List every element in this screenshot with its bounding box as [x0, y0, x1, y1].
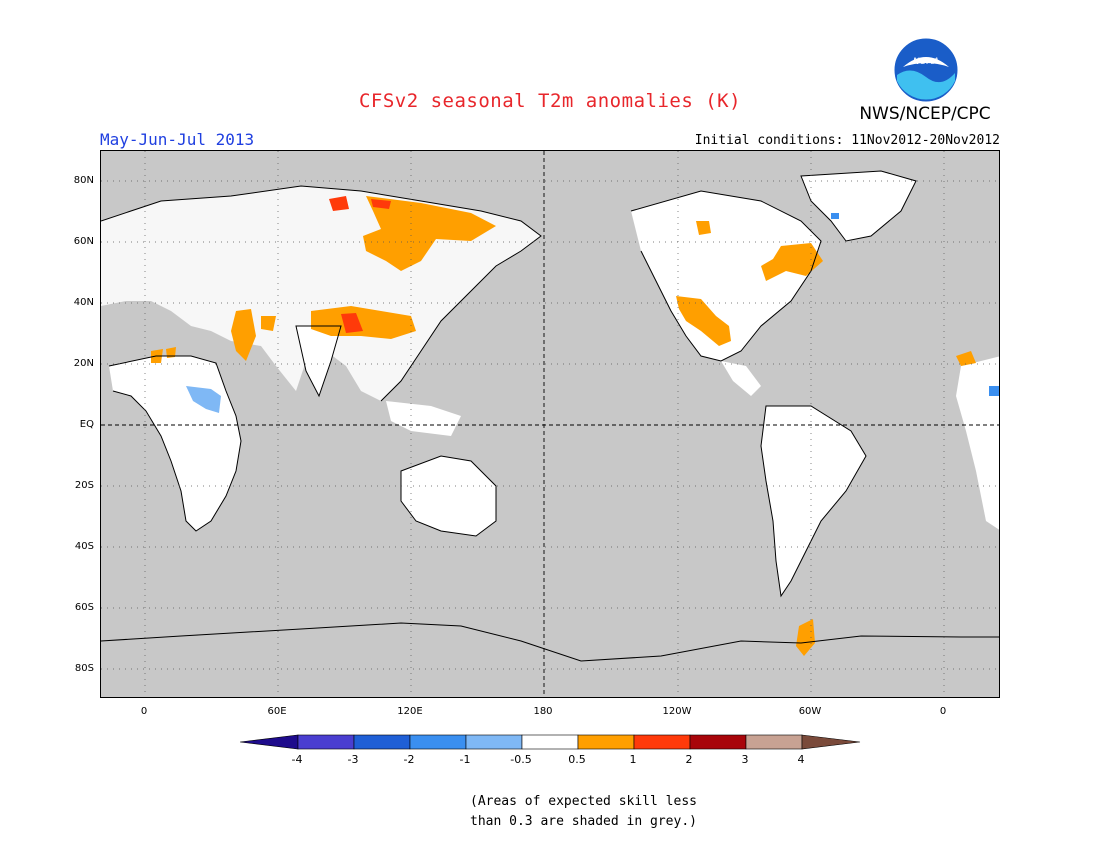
- anomaly-western-us: [676, 296, 731, 346]
- land-north-america: [631, 191, 821, 361]
- colorbar-segment: [353, 734, 411, 750]
- lon-label: 0: [939, 706, 947, 717]
- map-grid: [101, 151, 999, 697]
- colorbar-tick-label: -0.5: [510, 753, 532, 766]
- anomaly-west-africa-right: [956, 351, 976, 366]
- colorbar-tick-label: -3: [347, 753, 359, 766]
- anomaly-sahel-2: [166, 347, 176, 358]
- anomaly-central-asia: [311, 306, 416, 339]
- lon-label: 60E: [267, 706, 287, 717]
- colorbar-tick-label: 1: [629, 753, 637, 766]
- anomaly-middle-east: [231, 309, 256, 361]
- anomaly-taymyr-2: [371, 199, 391, 209]
- land-se-asia: [386, 401, 461, 436]
- colorbar-tick-label: -2: [403, 753, 415, 766]
- noaa-logo-text: NOAA: [913, 57, 939, 67]
- anomaly-antarctic-peninsula: [796, 619, 815, 656]
- anomaly-central-africa: [186, 386, 221, 413]
- initial-conditions: Initial conditions: 11Nov2012-20Nov2012: [694, 133, 1000, 148]
- lat-label: 60N: [73, 236, 94, 247]
- colorbar-segment: [521, 734, 579, 750]
- land-central-america: [721, 361, 761, 396]
- land-south-america: [761, 406, 866, 596]
- colorbar-tick-label: -1: [459, 753, 471, 766]
- skill-note-line: than 0.3 are shaded in grey.): [470, 814, 697, 829]
- anomaly-eastern-canada: [761, 243, 823, 281]
- land-india: [296, 326, 341, 396]
- anomaly-alaska: [696, 221, 711, 235]
- forecast-period: May-Jun-Jul 2013: [100, 130, 255, 149]
- colorbar-arrow-high: [801, 734, 861, 750]
- anomaly-tibet-core: [341, 313, 363, 333]
- lat-label: EQ: [79, 419, 94, 430]
- coastlines: [101, 170, 999, 662]
- lat-label: 40N: [73, 297, 94, 308]
- colorbar-segment: [745, 734, 803, 750]
- agency-label: NWS/NCEP/CPC: [859, 104, 991, 124]
- lat-label: 60S: [74, 602, 94, 613]
- skill-note: (Areas of expected skill less than 0.3 a…: [470, 792, 730, 832]
- anomaly-greenland: [831, 213, 839, 219]
- colorbar-segment: [465, 734, 523, 750]
- colorbar-segment: [297, 734, 355, 750]
- lat-label: 20N: [73, 358, 94, 369]
- anomaly-siberia: [363, 196, 496, 271]
- land-australia: [401, 456, 496, 536]
- anomaly-map: [100, 150, 1000, 698]
- land-white-areas: [101, 171, 999, 596]
- lon-label: 0: [140, 706, 148, 717]
- skill-note-line: (Areas of expected skill less: [470, 794, 697, 809]
- reference-lines: [101, 151, 999, 697]
- colorbar-segment: [577, 734, 635, 750]
- colorbar-tick-label: -4: [291, 753, 303, 766]
- map-canvas: [101, 151, 999, 697]
- lat-label: 20S: [74, 480, 94, 491]
- lon-label: 120E: [397, 706, 423, 717]
- colorbar-segment: [409, 734, 467, 750]
- land-greenland: [801, 171, 916, 241]
- colorbar: [240, 734, 861, 750]
- colorbar-tick-label: 4: [797, 753, 805, 766]
- anomaly-taymyr: [329, 196, 349, 211]
- colorbar-tick-label: 3: [741, 753, 749, 766]
- anomaly-east-africa-right: [989, 386, 999, 396]
- lon-label: 120W: [662, 706, 692, 717]
- chart-title: CFSv2 seasonal T2m anomalies (K): [358, 90, 742, 112]
- lon-label: 60W: [798, 706, 822, 717]
- lat-label: 80S: [74, 663, 94, 674]
- land-africa-repeat: [956, 356, 999, 530]
- colorbar-segment: [689, 734, 747, 750]
- noaa-logo: NOAA: [893, 37, 959, 103]
- lat-label: 40S: [74, 541, 94, 552]
- lat-label: 80N: [73, 175, 94, 186]
- colorbar-segment: [633, 734, 691, 750]
- anomaly-middle-east-2: [261, 316, 276, 331]
- colorbar-tick-label: 0.5: [568, 753, 586, 766]
- colorbar-arrow-low: [240, 734, 299, 750]
- lon-label: 180: [533, 706, 553, 717]
- colorbar-tick-label: 2: [685, 753, 693, 766]
- anomaly-patches: [151, 196, 999, 656]
